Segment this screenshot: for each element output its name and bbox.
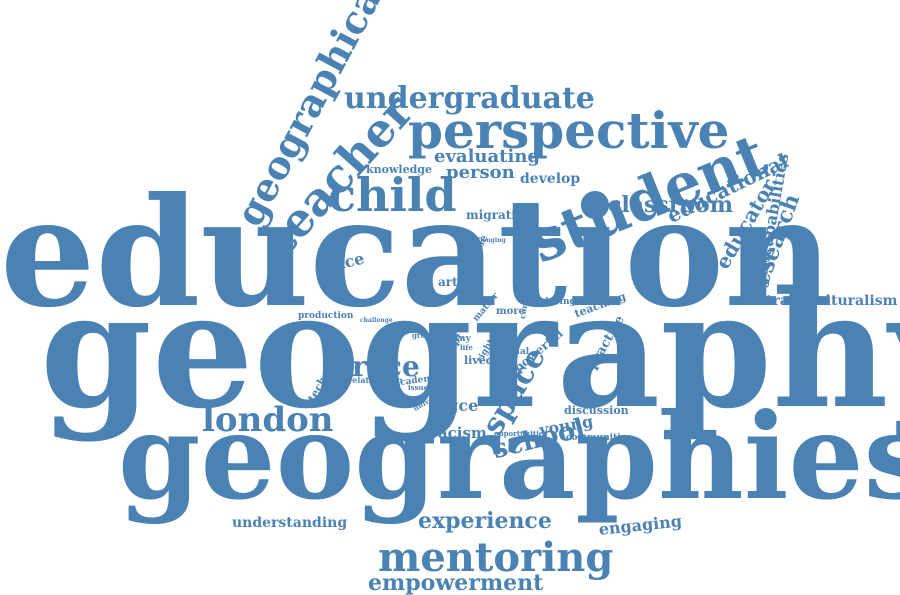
word: geographies: [118, 387, 900, 526]
word: lived: [464, 354, 494, 367]
word: race: [352, 350, 420, 383]
word: pgce: [436, 396, 479, 415]
word: group: [412, 331, 436, 340]
word: child: [328, 168, 457, 222]
word: social: [500, 347, 530, 357]
word: more: [496, 306, 525, 317]
word: education: [0, 165, 834, 341]
word: opportunities: [494, 429, 548, 438]
word: geography: [40, 256, 900, 444]
word: perspective: [408, 101, 730, 160]
word: person: [446, 162, 515, 183]
word: production: [298, 311, 354, 321]
word: london: [202, 400, 334, 440]
word: life: [460, 343, 473, 352]
word: experience: [418, 508, 552, 534]
word: migration: [466, 208, 533, 222]
word: undergraduate: [344, 81, 595, 116]
word: relationship: [348, 375, 403, 385]
word: challenging: [466, 237, 506, 244]
word: exploring: [528, 297, 576, 307]
word: racism: [430, 424, 487, 442]
word: understanding: [232, 515, 348, 531]
word: issue: [408, 383, 429, 392]
word: knowledge: [366, 163, 432, 176]
word: article: [438, 275, 482, 289]
word: discussion: [564, 404, 629, 417]
word: develop: [520, 171, 581, 187]
word: mentoring: [378, 534, 614, 581]
word: challenge: [360, 317, 393, 324]
word: evaluating: [434, 146, 540, 167]
word: classroom: [608, 192, 733, 218]
word: communities: [566, 433, 632, 443]
word: transculturalism: [766, 293, 898, 309]
word: empowerment: [368, 570, 544, 595]
word: way: [452, 334, 471, 344]
